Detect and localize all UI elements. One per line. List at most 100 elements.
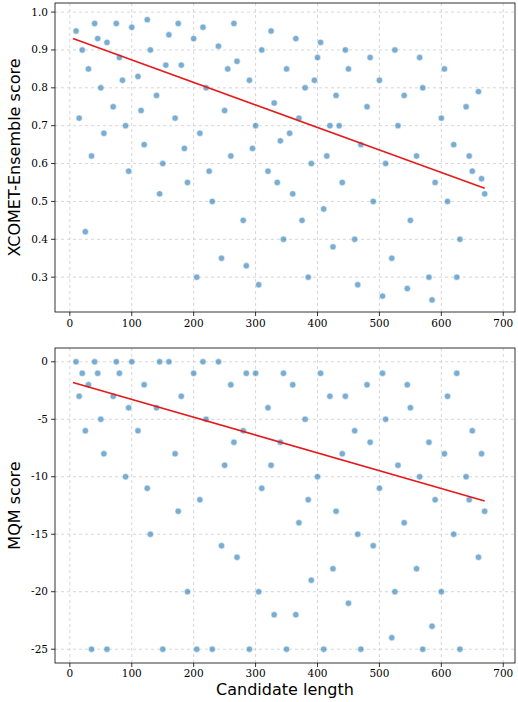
tick-label: 0.5 (31, 195, 48, 207)
point (426, 439, 432, 445)
point (79, 370, 85, 376)
tick (503, 312, 504, 316)
point (429, 297, 435, 303)
point (438, 589, 444, 595)
point (82, 229, 88, 235)
grid-line (379, 3, 380, 312)
point (475, 88, 481, 94)
point (125, 168, 131, 174)
point (293, 35, 299, 41)
point (382, 160, 388, 166)
point (382, 416, 388, 422)
point (200, 24, 206, 30)
point (475, 554, 481, 560)
tick-label: 600 (431, 317, 451, 329)
point (271, 612, 277, 618)
point (336, 122, 342, 128)
point (413, 153, 419, 159)
tick (51, 277, 55, 278)
point (376, 77, 382, 83)
point (197, 497, 203, 503)
point (305, 497, 311, 503)
tick-label: 500 (369, 667, 389, 679)
point (320, 206, 326, 212)
point (76, 115, 82, 121)
point (178, 62, 184, 68)
point (234, 554, 240, 560)
point (454, 370, 460, 376)
point (463, 474, 469, 480)
grid-line (193, 3, 194, 312)
point (129, 24, 135, 30)
point (478, 176, 484, 182)
point (163, 62, 169, 68)
tick (51, 476, 55, 477)
point (308, 577, 314, 583)
point (243, 263, 249, 269)
point (166, 32, 172, 38)
point (156, 359, 162, 365)
grid-line (255, 3, 256, 312)
tick-label: 400 (307, 317, 327, 329)
tick (51, 201, 55, 202)
grid-line (69, 3, 70, 312)
point (147, 47, 153, 53)
regression-line (73, 382, 485, 500)
grid-line (441, 348, 442, 663)
tick-label: 700 (493, 317, 513, 329)
tick-label: -20 (31, 585, 48, 597)
tick-label: -15 (31, 528, 48, 540)
tick (255, 312, 256, 316)
point (420, 85, 426, 91)
point (172, 115, 178, 121)
point (401, 520, 407, 526)
grid-line (55, 277, 515, 278)
point (283, 66, 289, 72)
point (265, 168, 271, 174)
point (392, 589, 398, 595)
point (364, 382, 370, 388)
point (225, 66, 231, 72)
point (314, 474, 320, 480)
tick-label: 200 (184, 667, 204, 679)
grid-line (55, 49, 515, 50)
point (240, 217, 246, 223)
point (379, 370, 385, 376)
tick (51, 649, 55, 650)
point (407, 217, 413, 223)
point (416, 474, 422, 480)
point (451, 141, 457, 147)
tick (51, 591, 55, 592)
point (441, 451, 447, 457)
point (444, 198, 450, 204)
point (184, 589, 190, 595)
frame (55, 3, 515, 312)
point (144, 16, 150, 22)
point (119, 77, 125, 83)
point (457, 236, 463, 242)
point (342, 47, 348, 53)
point (91, 20, 97, 26)
point (290, 191, 296, 197)
grid-line (193, 348, 194, 663)
point (116, 370, 122, 376)
point (395, 462, 401, 468)
point (481, 508, 487, 514)
panel: 01002003004005006007000.30.40.50.60.70.8… (5, 3, 515, 329)
tick-label: 0.4 (31, 233, 48, 245)
point (73, 28, 79, 34)
point (91, 359, 97, 365)
point (110, 104, 116, 110)
point (166, 359, 172, 365)
point (252, 370, 258, 376)
point (317, 39, 323, 45)
point (98, 416, 104, 422)
point (125, 405, 131, 411)
tick-label: 300 (246, 317, 266, 329)
tick-label: 100 (122, 667, 142, 679)
tick (51, 125, 55, 126)
point (444, 393, 450, 399)
point (333, 92, 339, 98)
point (101, 451, 107, 457)
point (429, 623, 435, 629)
